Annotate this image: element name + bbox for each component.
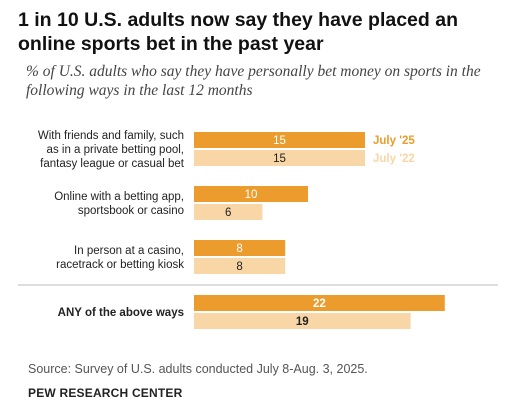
category-label-line: Online with a betting app, <box>54 191 184 203</box>
bar-value-label: 8 <box>236 261 242 273</box>
bar-july-22 <box>194 313 411 329</box>
bar-value-label: 15 <box>273 135 286 147</box>
bar-july-25 <box>194 186 308 202</box>
bar-value-label: 6 <box>225 207 231 219</box>
brand-label: PEW RESEARCH CENTER <box>28 386 183 400</box>
source-note: Source: Survey of U.S. adults conducted … <box>28 362 368 376</box>
bar-july-25 <box>194 132 365 148</box>
category-label-line: With friends and family, such <box>38 130 184 142</box>
chart-subtitle: % of U.S. adults who say they have perso… <box>26 63 481 99</box>
bar-value-label: 15 <box>273 153 286 165</box>
bar-july-22 <box>194 204 263 220</box>
bar-chart: With friends and family, such as in a pri… <box>18 130 498 329</box>
category-label-line: ANY of the above ways <box>58 307 184 319</box>
legend-label-july-25: July '25 <box>373 135 415 147</box>
bar-value-label: 22 <box>313 298 326 310</box>
legend-label-july-22: July '22 <box>373 153 415 165</box>
bar-value-label: 19 <box>296 316 309 328</box>
bar-july-25 <box>194 240 286 256</box>
bar-value-label: 10 <box>245 189 258 201</box>
bar-july-25 <box>194 295 445 311</box>
category-label-line: racetrack or betting kiosk <box>56 259 184 271</box>
bar-july-22 <box>194 258 286 274</box>
bar-july-22 <box>194 150 365 166</box>
category-label-line: sportsbook or casino <box>78 205 184 217</box>
category-label-line: as in a private betting pool, <box>47 144 184 156</box>
chart-title: 1 in 10 U.S. adults now say they have pl… <box>18 9 458 55</box>
bar-value-label: 8 <box>236 243 242 255</box>
category-label-line: In person at a casino, <box>74 245 184 257</box>
category-label-line: fantasy league or casual bet <box>40 158 185 170</box>
